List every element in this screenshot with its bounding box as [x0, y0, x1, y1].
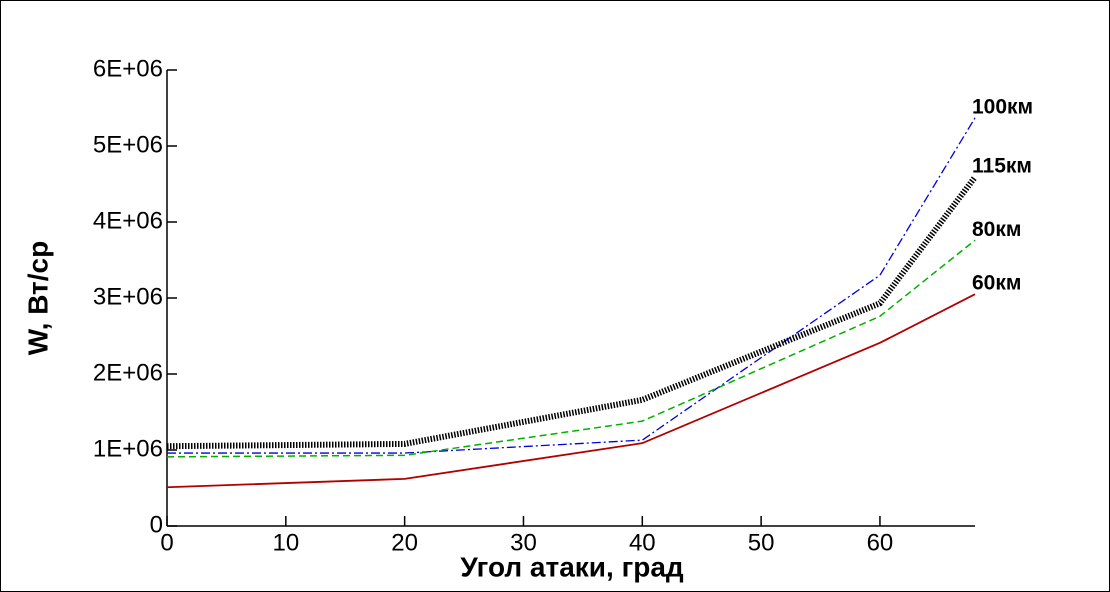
y-tick-label: 2E+06 — [93, 359, 163, 386]
series-line — [167, 117, 976, 454]
series-line — [166, 239, 976, 458]
x-tick-label: 60 — [867, 529, 894, 556]
series-label: 115км — [972, 155, 1032, 178]
y-tick-label: 6E+06 — [93, 55, 163, 82]
y-axis-title: W, Вт/ср — [22, 241, 53, 355]
x-axis-title: Угол атаки, град — [460, 551, 684, 582]
y-tick-label: 5E+06 — [93, 131, 163, 158]
x-tick-label: 40 — [629, 529, 656, 556]
series-label: 60км — [972, 272, 1021, 295]
y-tick-label: 0 — [150, 511, 163, 538]
x-tick-label: 50 — [748, 529, 775, 556]
x-tick-label: 30 — [510, 529, 537, 556]
y-tick-label: 3E+06 — [93, 283, 163, 310]
x-tick-label: 10 — [272, 529, 299, 556]
x-tick-label: 20 — [391, 529, 418, 556]
y-tick-label: 1E+06 — [93, 435, 163, 462]
series-label: 100км — [972, 95, 1033, 118]
series-line — [166, 293, 976, 489]
x-tick-label: 0 — [160, 529, 173, 556]
series-label: 80км — [972, 218, 1021, 241]
y-tick-label: 4E+06 — [93, 207, 163, 234]
